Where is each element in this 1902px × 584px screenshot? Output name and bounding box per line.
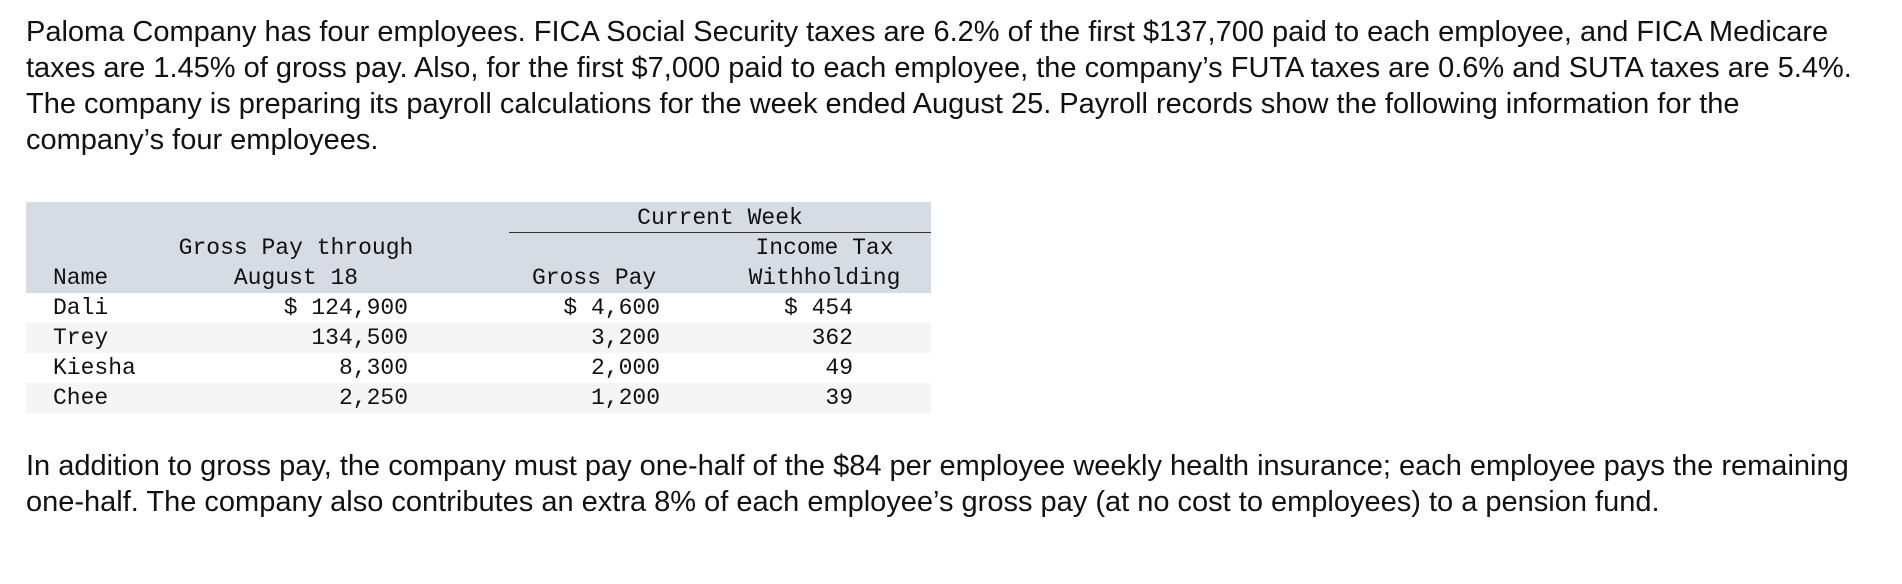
table-header-background	[26, 202, 931, 293]
row-gross-pay: 2,000	[590, 355, 660, 381]
payroll-table: Current Week Gross Pay through August 18…	[26, 202, 931, 415]
current-week-rule	[509, 232, 931, 233]
gross-through-header-line2: August 18	[233, 265, 359, 291]
row-gross-through: 2,250	[338, 385, 408, 411]
current-week-header: Current Week	[637, 205, 803, 231]
intro-paragraph: Paloma Company has four employees. FICA …	[26, 16, 1852, 156]
income-tax-header-line2: Withholding	[748, 265, 901, 291]
row-gross-through: 8,300	[338, 355, 408, 381]
row-gross-pay: 3,200	[590, 325, 660, 351]
row-income-tax: 362	[811, 325, 853, 351]
row-gross-pay: $ 4,600	[563, 295, 660, 321]
income-tax-header-line1: Income Tax	[755, 235, 894, 261]
gross-through-header-line1: Gross Pay through	[178, 235, 414, 261]
row-name: Chee	[53, 385, 109, 411]
name-header: Name	[53, 265, 109, 291]
outro-paragraph: In addition to gross pay, the company mu…	[26, 450, 1849, 518]
gross-pay-header: Gross Pay	[532, 265, 657, 291]
row-income-tax: 49	[825, 355, 853, 381]
row-gross-through: 134,500	[311, 325, 408, 351]
row-income-tax: 39	[825, 385, 853, 411]
row-band-chee	[26, 383, 931, 413]
row-gross-pay: 1,200	[590, 385, 660, 411]
row-gross-through: $ 124,900	[283, 295, 408, 321]
row-band-trey	[26, 323, 931, 353]
row-name: Kiesha	[53, 355, 136, 381]
row-name: Trey	[53, 325, 109, 351]
row-income-tax: $ 454	[783, 295, 853, 321]
row-name: Dali	[53, 295, 109, 321]
